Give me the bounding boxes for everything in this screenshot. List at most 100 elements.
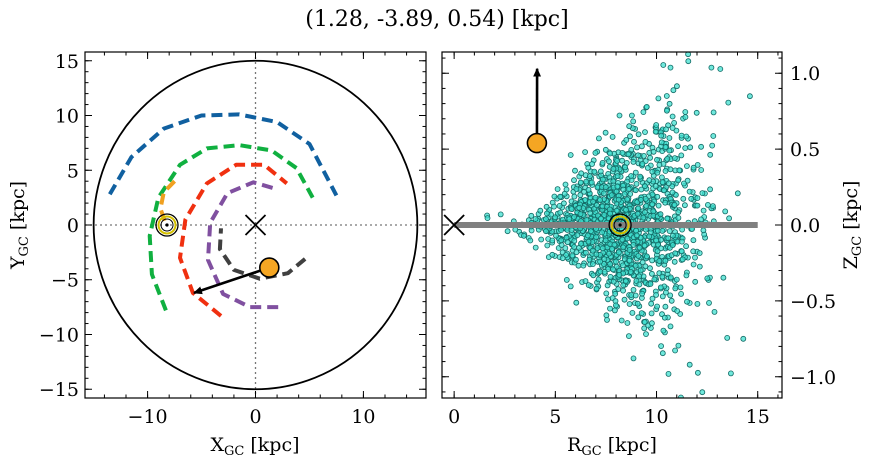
star-point [617,272,622,277]
star-point [635,211,640,216]
star-point [667,136,672,141]
star-point [572,238,577,243]
star-point [616,287,621,292]
star-point [627,302,632,307]
star-point [600,246,605,251]
star-point [684,273,689,278]
star-point [572,194,577,199]
star-point [625,197,630,202]
star-point [665,156,670,161]
star-point [600,177,605,182]
star-point [645,165,650,170]
star-point [700,390,705,395]
star-point [655,249,660,254]
star-point [565,240,570,245]
star-point [676,343,681,348]
star-point [648,282,653,287]
star-point [674,407,679,412]
star-point [687,189,692,194]
star-point [695,301,700,306]
star-point [650,192,655,197]
star-point [670,233,675,238]
star-point [695,196,700,201]
star-point [647,234,652,239]
star-point [654,123,659,128]
star-point [659,140,664,145]
star-point [701,228,706,233]
star-point [715,41,720,46]
left-y-tick-label: −10 [39,324,79,346]
right-x-tick-label: 0 [448,406,460,428]
left-x-tick-label: −10 [128,406,168,428]
star-point [644,203,649,208]
star-point [584,179,589,184]
star-point [587,257,592,262]
star-point [601,191,606,196]
star-point [675,239,680,244]
star-point [608,211,613,216]
star-point [629,113,634,118]
left-y-axis-label-unit: [kpc] [7,181,29,236]
star-point [700,191,705,196]
star-point [583,150,588,155]
star-point [608,274,613,279]
star-point [697,251,702,256]
star-point [674,277,679,282]
star-point [631,356,636,361]
star-point [615,158,620,163]
star-point [669,298,674,303]
star-point [639,144,644,149]
star-point [726,100,731,105]
star-point [581,263,586,268]
star-point [656,242,661,247]
star-point [570,253,575,258]
star-point [728,371,733,376]
star-point [627,258,632,263]
star-point [558,194,563,199]
star-point [664,127,669,132]
star-point [584,218,589,223]
star-point [660,351,665,356]
star-point [622,192,627,197]
star-point [579,241,584,246]
star-point [691,249,696,254]
star-point [650,169,655,174]
star-point [637,274,642,279]
star-point [673,286,678,291]
star-point [621,245,626,250]
star-point [636,253,641,258]
star-point [588,211,593,216]
star-point [657,259,662,264]
star-point [608,262,613,267]
left-y-axis-label-sub: GC [17,236,32,256]
star-point [575,233,580,238]
star-point [635,301,640,306]
star-point [592,169,597,174]
star-point [683,146,688,151]
star-point [583,250,588,255]
star-point [608,151,613,156]
star-point [609,193,614,198]
left-x-tick-label: 10 [351,406,375,428]
star-point [572,215,577,220]
right-y-axis-label: ZGC [kpc] [840,181,865,270]
star-point [656,203,661,208]
star-point [582,189,587,194]
star-point [699,144,704,149]
star-point [701,208,706,213]
star-point [606,159,611,164]
star-point [656,96,661,101]
star-point [620,158,625,163]
star-point [679,133,684,138]
star-point [666,371,671,376]
star-point [589,180,594,185]
star-point [699,168,704,173]
star-point [688,145,693,150]
star-point [659,344,664,349]
star-point [631,287,636,292]
star-point [620,237,625,242]
right-y-tick-label: 1.0 [790,63,820,85]
star-point [550,238,555,243]
star-point [683,110,688,115]
